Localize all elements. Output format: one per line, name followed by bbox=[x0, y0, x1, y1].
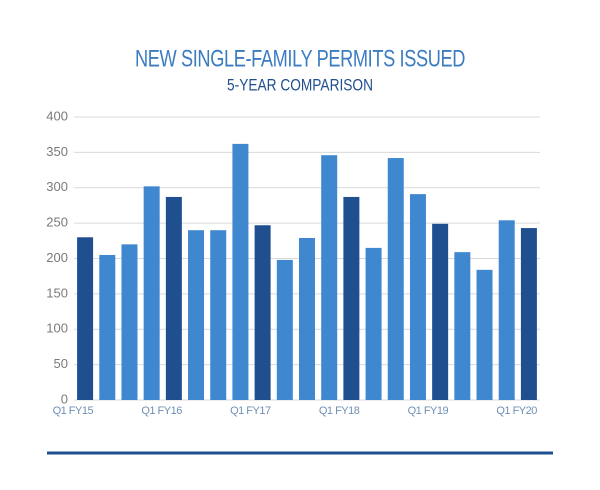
bar bbox=[210, 230, 227, 400]
y-tick-label: 300 bbox=[46, 179, 68, 194]
bar bbox=[454, 252, 471, 400]
bar bbox=[299, 237, 315, 400]
y-tick-label: 350 bbox=[46, 144, 68, 159]
bar bbox=[321, 155, 338, 400]
bar bbox=[343, 196, 360, 400]
bar bbox=[143, 186, 160, 400]
y-tick-label: 100 bbox=[46, 321, 68, 336]
bar bbox=[188, 230, 205, 400]
y-tick-label: 50 bbox=[54, 356, 68, 371]
bar bbox=[387, 158, 404, 400]
bar bbox=[276, 259, 293, 400]
y-tick-label: 400 bbox=[46, 108, 68, 123]
bar bbox=[432, 223, 449, 400]
bar bbox=[498, 220, 515, 400]
bar bbox=[121, 244, 138, 400]
bar bbox=[520, 228, 537, 400]
x-tick-label: Q1 FY20 bbox=[496, 405, 537, 417]
y-tick-label: 0 bbox=[61, 391, 68, 406]
x-tick-label: Q1 FY18 bbox=[319, 405, 360, 417]
bar bbox=[476, 269, 493, 400]
bar bbox=[365, 247, 382, 400]
chart-title: NEW SINGLE-FAMILY PERMITS ISSUED bbox=[135, 45, 465, 72]
x-tick-label: Q1 FY17 bbox=[230, 405, 271, 417]
x-tick-label: Q1 FY16 bbox=[141, 405, 182, 417]
x-tick-label: Q1 FY15 bbox=[53, 405, 94, 417]
bar bbox=[254, 225, 271, 400]
bar bbox=[99, 254, 116, 400]
chart-subtitle: 5-YEAR COMPARISON bbox=[227, 75, 373, 94]
y-tick-label: 200 bbox=[46, 250, 68, 265]
bar bbox=[77, 237, 94, 400]
y-tick-label: 150 bbox=[46, 285, 68, 300]
x-tick-label: Q1 FY19 bbox=[408, 405, 449, 417]
bar bbox=[409, 194, 426, 400]
bar bbox=[232, 143, 249, 400]
bar bbox=[165, 196, 182, 400]
y-tick-label: 250 bbox=[46, 215, 68, 230]
